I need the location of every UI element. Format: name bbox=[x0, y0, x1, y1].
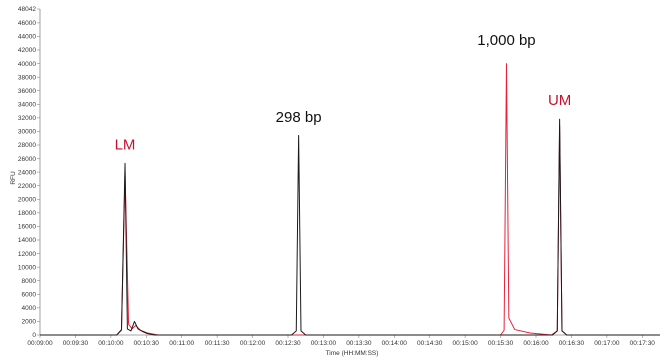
x-tick-label: 00:11:30 bbox=[205, 340, 230, 347]
x-tick-label: 00:17:00 bbox=[594, 340, 620, 347]
y-tick-label: 46000 bbox=[18, 20, 36, 27]
peak-label: 298 bp bbox=[276, 109, 322, 126]
y-tick-label: 48042 bbox=[18, 6, 36, 13]
series-layer bbox=[40, 63, 660, 336]
y-axis-title: RFU bbox=[10, 171, 17, 185]
y-tick-label: 0 bbox=[32, 332, 36, 339]
y-tick-label: 6000 bbox=[22, 291, 37, 298]
x-tick-label: 00:09:30 bbox=[63, 340, 89, 347]
y-tick-label: 2000 bbox=[22, 319, 37, 326]
y-tick-label: 4000 bbox=[22, 305, 37, 312]
peak-label: LM bbox=[115, 137, 136, 154]
x-tick-label: 00:09:00 bbox=[27, 340, 53, 347]
y-tick-label: 32000 bbox=[18, 115, 36, 122]
x-tick-label: 00:14:00 bbox=[382, 340, 408, 347]
y-tick-label: 26000 bbox=[18, 156, 36, 163]
x-tick-label: 00:13:30 bbox=[346, 340, 372, 347]
y-tick-label: 20000 bbox=[18, 196, 36, 203]
x-axis-title: Time (HH:MM:SS) bbox=[326, 350, 379, 357]
y-tick-label: 12000 bbox=[18, 251, 36, 258]
y-tick-label: 38000 bbox=[18, 74, 36, 81]
x-tick-label: 00:15:30 bbox=[488, 340, 514, 347]
y-tick-label: 36000 bbox=[18, 88, 36, 95]
x-tick-label: 00:10:30 bbox=[134, 340, 160, 347]
x-tick-label: 00:12:30 bbox=[275, 340, 301, 347]
y-tick-label: 8000 bbox=[22, 278, 37, 285]
x-tick-label: 00:17:30 bbox=[630, 340, 656, 347]
x-tick-label: 00:10:00 bbox=[98, 340, 124, 347]
y-tick-label: 40000 bbox=[18, 61, 36, 68]
peak-label: 1,000 bp bbox=[477, 32, 535, 49]
y-tick-label: 24000 bbox=[18, 169, 36, 176]
x-tick-label: 00:16:00 bbox=[523, 340, 549, 347]
y-axis: 0 2000 4000 6000 8000 10000 12000 14000 16000 180… bbox=[18, 6, 41, 339]
y-tick-label: 10000 bbox=[18, 264, 36, 271]
x-tick-label: 00:15:00 bbox=[452, 340, 478, 347]
y-tick-label: 22000 bbox=[18, 183, 36, 190]
x-axis: 00:09:00 00:09:30 00:10:00 00:10:30 00:11:00… bbox=[27, 334, 660, 347]
trace-black bbox=[40, 118, 660, 336]
y-tick-label: 42000 bbox=[18, 47, 36, 54]
x-tick-label: 00:16:30 bbox=[559, 340, 585, 347]
annotation-layer: LM 298 bp 1,000 bp UM bbox=[115, 32, 572, 154]
x-tick-label: 00:12:00 bbox=[240, 340, 266, 347]
y-tick-label: 14000 bbox=[18, 237, 36, 244]
y-tick-label: 18000 bbox=[18, 210, 36, 217]
x-tick-label: 00:13:00 bbox=[311, 340, 337, 347]
y-tick-label: 28000 bbox=[18, 142, 36, 149]
y-tick-label: 34000 bbox=[18, 101, 36, 108]
y-tick-label: 16000 bbox=[18, 224, 36, 231]
x-tick-label: 00:14:30 bbox=[417, 340, 443, 347]
y-tick-label: 30000 bbox=[18, 129, 36, 136]
y-tick-label: 44000 bbox=[18, 34, 36, 41]
peak-label: UM bbox=[548, 92, 571, 109]
x-tick-label: 00:11:00 bbox=[169, 340, 194, 347]
